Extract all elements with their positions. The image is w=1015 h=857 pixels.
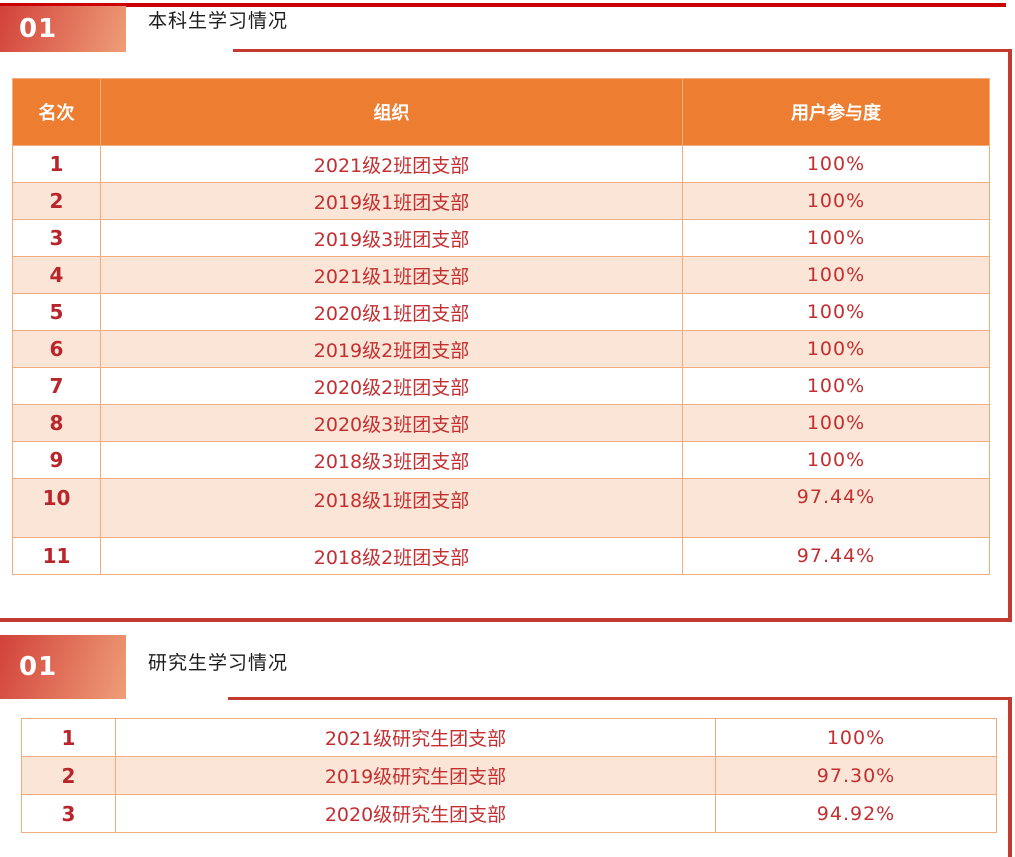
cell-org: 2020级2班团支部 [100,367,683,405]
title-underline [228,697,1012,700]
cell-org: 2021级2班团支部 [100,145,683,183]
section-number: 01 [19,14,58,44]
cell-org: 2019级2班团支部 [100,330,683,368]
cell-rank: 2 [12,182,101,220]
cell-rank: 9 [12,441,101,479]
table-row: 5 2020级1班团支部 100% [12,293,990,331]
cell-rank: 11 [12,537,101,575]
cell-participation: 100% [682,367,990,405]
cell-org: 2018级1班团支部 [100,478,683,538]
table-row: 2 2019级研究生团支部 97.30% [21,756,997,795]
cell-participation: 100% [682,219,990,257]
cell-org: 2020级1班团支部 [100,293,683,331]
right-border-line [1008,697,1012,857]
cell-participation: 100% [682,182,990,220]
column-header-rank: 名次 [12,78,101,146]
section-title-graduate: 研究生学习情况 [148,652,289,674]
section-title-undergraduate: 本科生学习情况 [148,10,289,32]
cell-rank: 6 [12,330,101,368]
cell-participation: 97.44% [682,537,990,575]
graduate-ranking-table: 1 2021级研究生团支部 100% 2 2019级研究生团支部 97.30% 3 2020级… [21,718,997,833]
cell-rank: 1 [21,718,116,757]
cell-participation: 100% [715,718,997,757]
table-row: 11 2018级2班团支部 97.44% [12,537,990,575]
table-row: 8 2020级3班团支部 100% [12,404,990,442]
cell-rank: 8 [12,404,101,442]
table-row: 4 2021级1班团支部 100% [12,256,990,294]
cell-participation: 94.92% [715,794,997,833]
cell-org: 2019级研究生团支部 [115,756,716,795]
cell-org: 2020级3班团支部 [100,404,683,442]
cell-participation: 100% [682,293,990,331]
cell-participation: 100% [682,330,990,368]
undergraduate-ranking-table: 名次 组织 用户参与度 1 2021级2班团支部 100% 2 2019级1班团支部 100% 3… [12,78,990,575]
table-row: 9 2018级3班团支部 100% [12,441,990,479]
section-number: 01 [19,652,58,682]
cell-rank: 3 [21,794,116,833]
cell-rank: 7 [12,367,101,405]
cell-org: 2018级2班团支部 [100,537,683,575]
cell-org: 2021级研究生团支部 [115,718,716,757]
title-underline [233,49,1012,52]
cell-rank: 10 [12,478,101,538]
cell-org: 2021级1班团支部 [100,256,683,294]
table-row: 10 2018级1班团支部 97.44% [12,478,990,538]
cell-rank: 3 [12,219,101,257]
table-row: 7 2020级2班团支部 100% [12,367,990,405]
cell-participation: 100% [682,145,990,183]
cell-participation: 100% [682,441,990,479]
section-number-badge: 01 [0,6,126,52]
cell-rank: 1 [12,145,101,183]
table-row: 3 2020级研究生团支部 94.92% [21,794,997,833]
right-border-line [1008,49,1012,621]
column-header-org: 组织 [100,78,683,146]
table-row: 2 2019级1班团支部 100% [12,182,990,220]
cell-org: 2020级研究生团支部 [115,794,716,833]
section-divider-line [0,618,1012,622]
cell-org: 2019级3班团支部 [100,219,683,257]
table-row: 3 2019级3班团支部 100% [12,219,990,257]
cell-rank: 5 [12,293,101,331]
table-row: 6 2019级2班团支部 100% [12,330,990,368]
cell-participation: 100% [682,256,990,294]
cell-org: 2018级3班团支部 [100,441,683,479]
cell-participation: 100% [682,404,990,442]
top-border-line [0,3,1006,7]
section-number-badge: 01 [0,635,126,699]
table-header-row: 名次 组织 用户参与度 [12,78,990,146]
cell-rank: 2 [21,756,116,795]
table-row: 1 2021级研究生团支部 100% [21,718,997,757]
cell-participation: 97.30% [715,756,997,795]
table-row: 1 2021级2班团支部 100% [12,145,990,183]
cell-participation: 97.44% [682,478,990,538]
column-header-participation: 用户参与度 [682,78,990,146]
cell-org: 2019级1班团支部 [100,182,683,220]
cell-rank: 4 [12,256,101,294]
